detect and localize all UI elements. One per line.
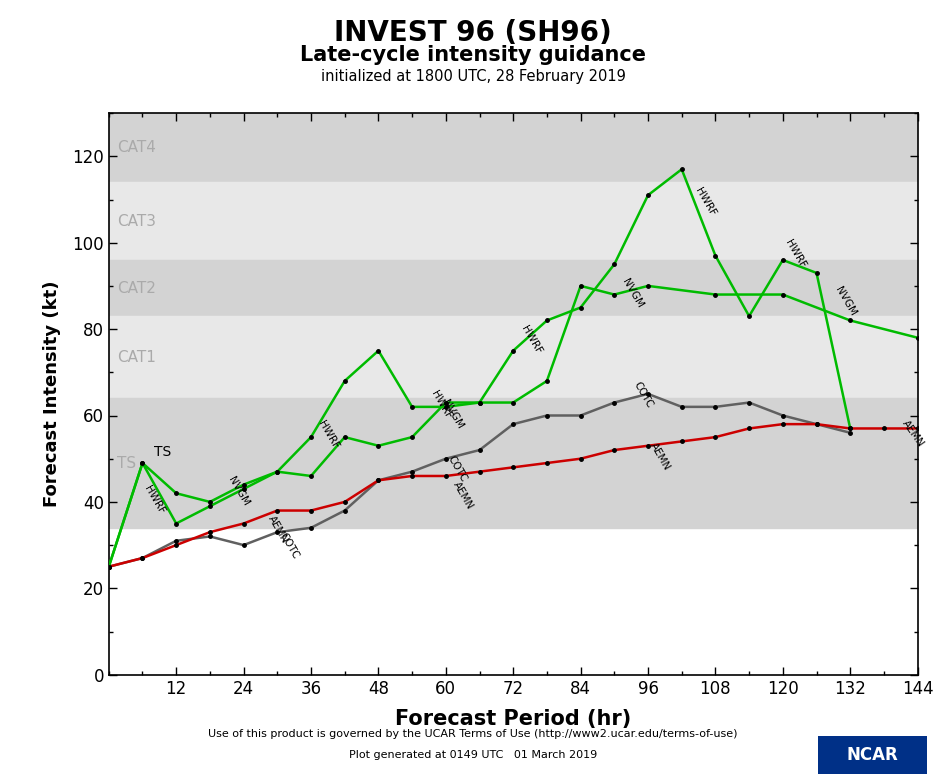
Text: COTC: COTC [277, 531, 300, 562]
Text: COTC: COTC [631, 381, 654, 410]
Text: CAT1: CAT1 [117, 349, 156, 365]
Text: NCAR: NCAR [847, 746, 899, 764]
Text: TS: TS [117, 456, 136, 470]
Text: Late-cycle intensity guidance: Late-cycle intensity guidance [300, 45, 646, 66]
Text: HWRF: HWRF [143, 484, 166, 516]
Text: Use of this product is governed by the UCAR Terms of Use (http://www2.ucar.edu/t: Use of this product is governed by the U… [208, 729, 738, 739]
Text: HWRF: HWRF [317, 419, 341, 451]
Text: TS: TS [153, 445, 171, 459]
Text: HWRF: HWRF [429, 389, 453, 420]
Text: AEMN: AEMN [451, 480, 475, 511]
Text: NVGM: NVGM [440, 398, 464, 430]
Bar [109, 260, 918, 316]
Text: CAT3: CAT3 [117, 214, 156, 229]
Bar [109, 399, 918, 528]
Text: NVGM: NVGM [227, 475, 252, 508]
Text: HWRF: HWRF [518, 324, 543, 356]
Text: CAT2: CAT2 [117, 281, 156, 296]
Text: AEMN: AEMN [266, 514, 289, 545]
Text: NVGM: NVGM [833, 285, 858, 317]
Text: AEMN: AEMN [901, 418, 926, 449]
Text: Plot generated at 0149 UTC   01 March 2019: Plot generated at 0149 UTC 01 March 2019 [349, 750, 597, 760]
Text: COTC: COTC [446, 454, 469, 484]
Text: HWRF: HWRF [692, 186, 717, 218]
X-axis label: Forecast Period (hr): Forecast Period (hr) [395, 709, 631, 729]
Text: AEMN: AEMN [648, 441, 672, 472]
Bar [109, 316, 918, 399]
Bar [109, 113, 918, 183]
Text: CAT4: CAT4 [117, 140, 156, 155]
Bar [109, 183, 918, 260]
Text: HWRF: HWRF [782, 238, 807, 270]
Y-axis label: Forecast Intensity (kt): Forecast Intensity (kt) [44, 281, 61, 507]
Text: NVGM: NVGM [620, 277, 644, 309]
Text: INVEST 96 (SH96): INVEST 96 (SH96) [334, 20, 612, 48]
Text: initialized at 1800 UTC, 28 February 2019: initialized at 1800 UTC, 28 February 201… [321, 69, 625, 83]
